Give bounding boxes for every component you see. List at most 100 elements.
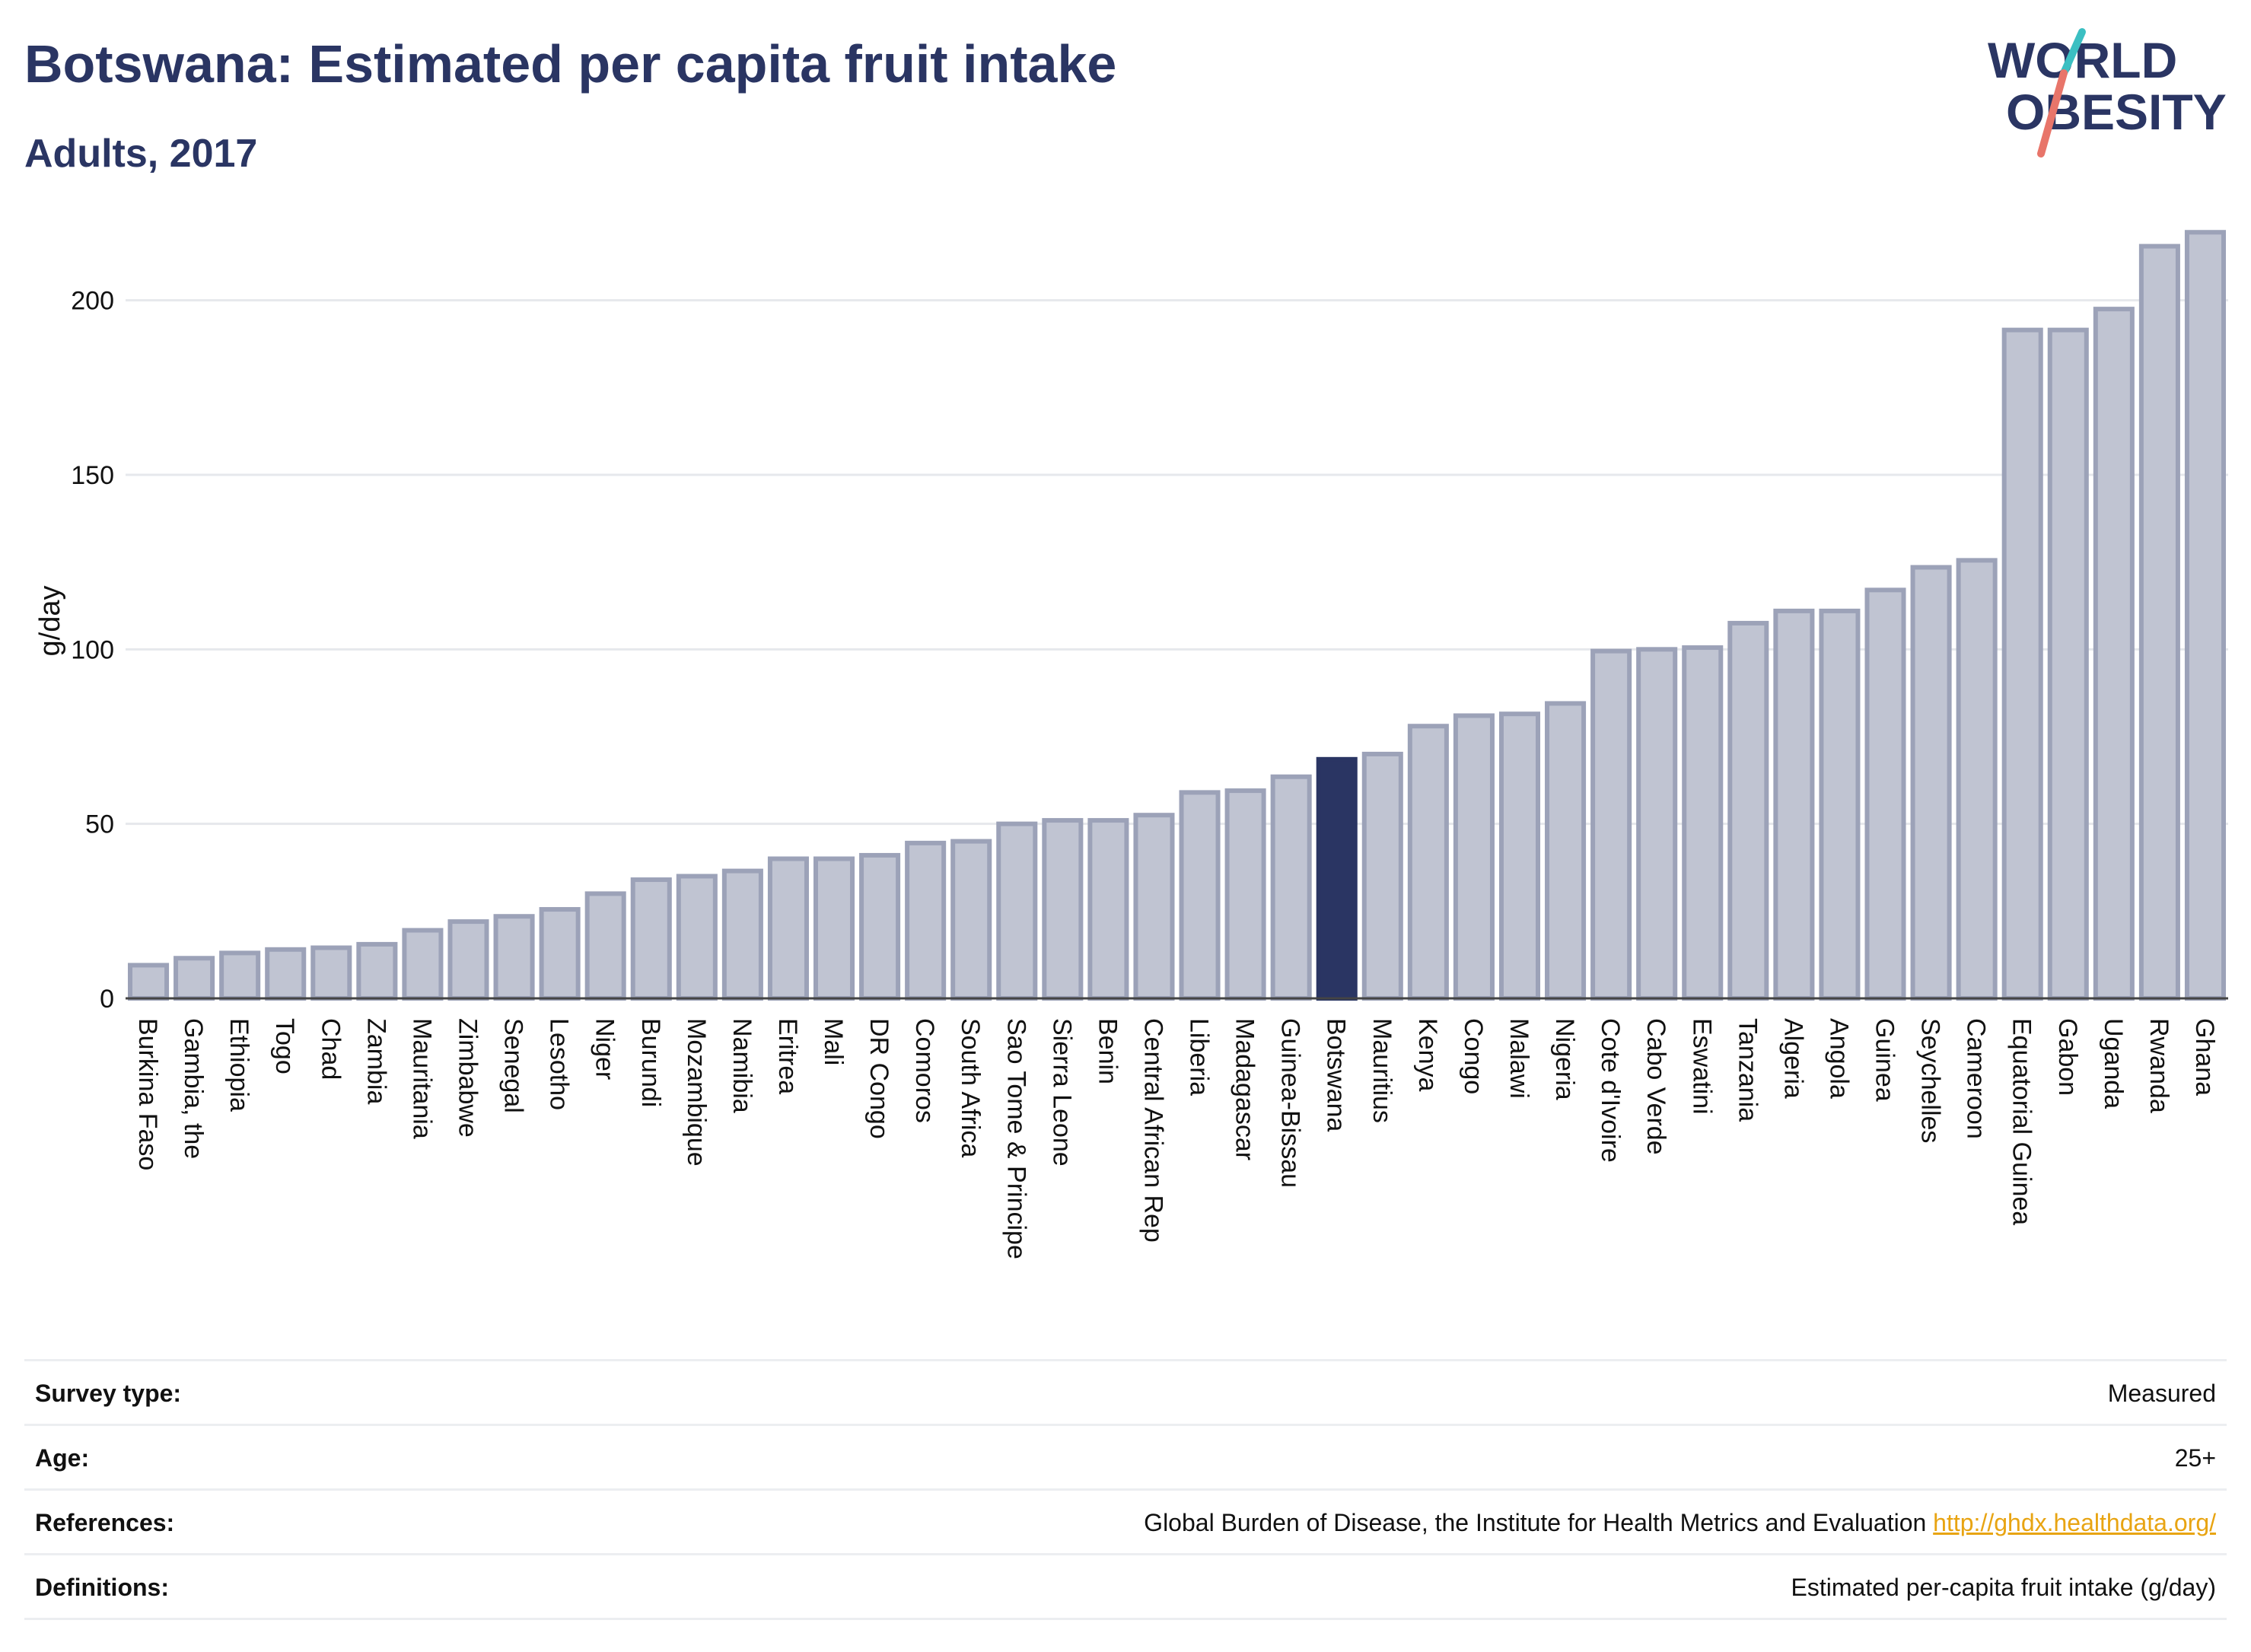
x-tick-label: Congo: [1459, 1018, 1488, 1094]
x-tick-label: Guinea-Bissau: [1276, 1018, 1305, 1188]
bar: [219, 950, 261, 1001]
x-tick-label: Cameroon: [1962, 1018, 1991, 1139]
x-tick-label: Chad: [316, 1018, 345, 1080]
bar: [1498, 711, 1541, 1001]
y-tick-label: 0: [100, 985, 114, 1014]
bar: [1910, 565, 1952, 1001]
bar: [1636, 647, 1678, 1001]
info-value: Estimated per-capita fruit intake (g/day…: [1791, 1574, 2216, 1601]
x-tick-label: Lesotho: [545, 1018, 574, 1110]
bars: [128, 230, 2226, 1001]
x-tick-label: Mozambique: [682, 1018, 711, 1167]
y-axis-ticks: 0 50 100 150 200: [71, 287, 114, 1014]
bar: [1956, 558, 1998, 1001]
bar: [128, 963, 170, 1001]
info-row-survey-type: Survey type: Measured: [24, 1359, 2227, 1424]
bar: [310, 945, 352, 1001]
info-row-definitions: Definitions: Estimated per-capita fruit …: [24, 1553, 2227, 1620]
bar: [1545, 701, 1587, 1001]
bar: [1590, 648, 1632, 1001]
info-row-references: References: Global Burden of Disease, th…: [24, 1488, 2227, 1553]
bar: [1224, 788, 1266, 1001]
logo-word-world: WORLD: [1988, 32, 2177, 88]
bar: [676, 874, 718, 1001]
bar: [1270, 774, 1312, 1001]
x-tick-label: Cabo Verde: [1641, 1018, 1670, 1155]
bar: [630, 877, 672, 1001]
x-tick-label: Sierra Leone: [1047, 1018, 1076, 1167]
x-tick-label: Sao Tome & Principe: [1001, 1018, 1030, 1259]
world-obesity-logo: WORLD OBESITY: [1988, 28, 2227, 158]
bar: [447, 919, 489, 1001]
bar: [1407, 724, 1449, 1001]
bar: [1773, 608, 1815, 1001]
x-tick-label: Malawi: [1504, 1018, 1533, 1099]
info-label: Age:: [35, 1444, 90, 1472]
bar: [1133, 813, 1175, 1001]
x-tick-label: Mauritius: [1367, 1018, 1396, 1123]
bar: [174, 956, 215, 1001]
bar: [950, 839, 992, 1001]
x-tick-label: Mali: [819, 1018, 848, 1065]
bar: [905, 840, 947, 1001]
bar: [721, 868, 763, 1001]
x-tick-label: Tanzania: [1733, 1018, 1762, 1122]
x-tick-label: South Africa: [956, 1018, 985, 1157]
bar: [1453, 713, 1495, 1001]
bar: [859, 852, 901, 1001]
bar: [1179, 790, 1221, 1001]
bar: [2047, 327, 2089, 1001]
x-tick-label: Togo: [270, 1018, 299, 1074]
x-tick-label: Zambia: [361, 1018, 390, 1104]
bar: [1361, 751, 1403, 1001]
bar: [1682, 645, 1724, 1001]
x-tick-label: DR Congo: [864, 1018, 893, 1139]
x-axis-ticks: Burkina Faso Gambia, the Ethiopia Togo Chad Z…: [133, 1018, 2219, 1259]
x-tick-label: Senegal: [499, 1018, 528, 1113]
x-tick-label: Burkina Faso: [133, 1018, 162, 1170]
x-tick-label: Nigeria: [1550, 1018, 1579, 1100]
x-tick-label: Algeria: [1778, 1018, 1807, 1099]
bar: [584, 891, 626, 1001]
bar: [2184, 230, 2226, 1001]
x-tick-label: Burundi: [636, 1018, 665, 1107]
x-tick-label: Ethiopia: [224, 1018, 253, 1112]
x-tick-label: Mauritania: [407, 1018, 436, 1139]
x-tick-label: Ghana: [2190, 1018, 2219, 1096]
x-tick-label: Namibia: [728, 1018, 756, 1113]
bar: [1042, 818, 1084, 1001]
y-axis-label: g/day: [34, 586, 66, 657]
x-tick-label: Equatorial Guinea: [2007, 1018, 2036, 1225]
bar: [265, 947, 307, 1001]
bar-chart: 0 50 100 150 200 Burkina Faso Gambia, the Ethi…: [34, 230, 2228, 1259]
x-tick-label: Angola: [1824, 1018, 1853, 1099]
x-tick-label: Rwanda: [2144, 1018, 2173, 1113]
bar: [402, 928, 444, 1001]
logo-word-obesity: OBESITY: [2006, 84, 2227, 140]
bar: [2138, 244, 2180, 1001]
info-row-age: Age: 25+: [24, 1424, 2227, 1488]
x-tick-label: Botswana: [1322, 1018, 1351, 1132]
x-tick-label: Uganda: [2099, 1018, 2128, 1109]
info-label: References:: [35, 1509, 175, 1536]
x-tick-label: Madagascar: [1231, 1018, 1259, 1160]
reference-link[interactable]: http://ghdx.healthdata.org/: [1933, 1509, 2216, 1536]
x-tick-label: Gambia, the: [179, 1018, 208, 1159]
x-tick-label: Benin: [1093, 1018, 1122, 1084]
info-value: 25+: [2174, 1444, 2216, 1472]
info-value: Measured: [2107, 1380, 2216, 1407]
bar: [1727, 620, 1769, 1001]
x-tick-label: Liberia: [1185, 1018, 1214, 1096]
x-tick-label: Seychelles: [1916, 1018, 1945, 1143]
info-value-references: Global Burden of Disease, the Institute …: [1144, 1509, 2216, 1537]
y-tick-label: 150: [71, 461, 114, 490]
x-tick-label: Zimbabwe: [453, 1018, 482, 1138]
info-label: Survey type:: [35, 1380, 182, 1407]
bar: [356, 941, 398, 1001]
y-tick-label: 50: [85, 810, 114, 839]
bar: [996, 821, 1038, 1001]
info-label: Definitions:: [35, 1574, 169, 1601]
x-tick-label: Guinea: [1871, 1018, 1899, 1102]
x-tick-label: Cote d'Ivoire: [1596, 1018, 1625, 1163]
x-tick-label: Central African Rep: [1138, 1018, 1167, 1243]
